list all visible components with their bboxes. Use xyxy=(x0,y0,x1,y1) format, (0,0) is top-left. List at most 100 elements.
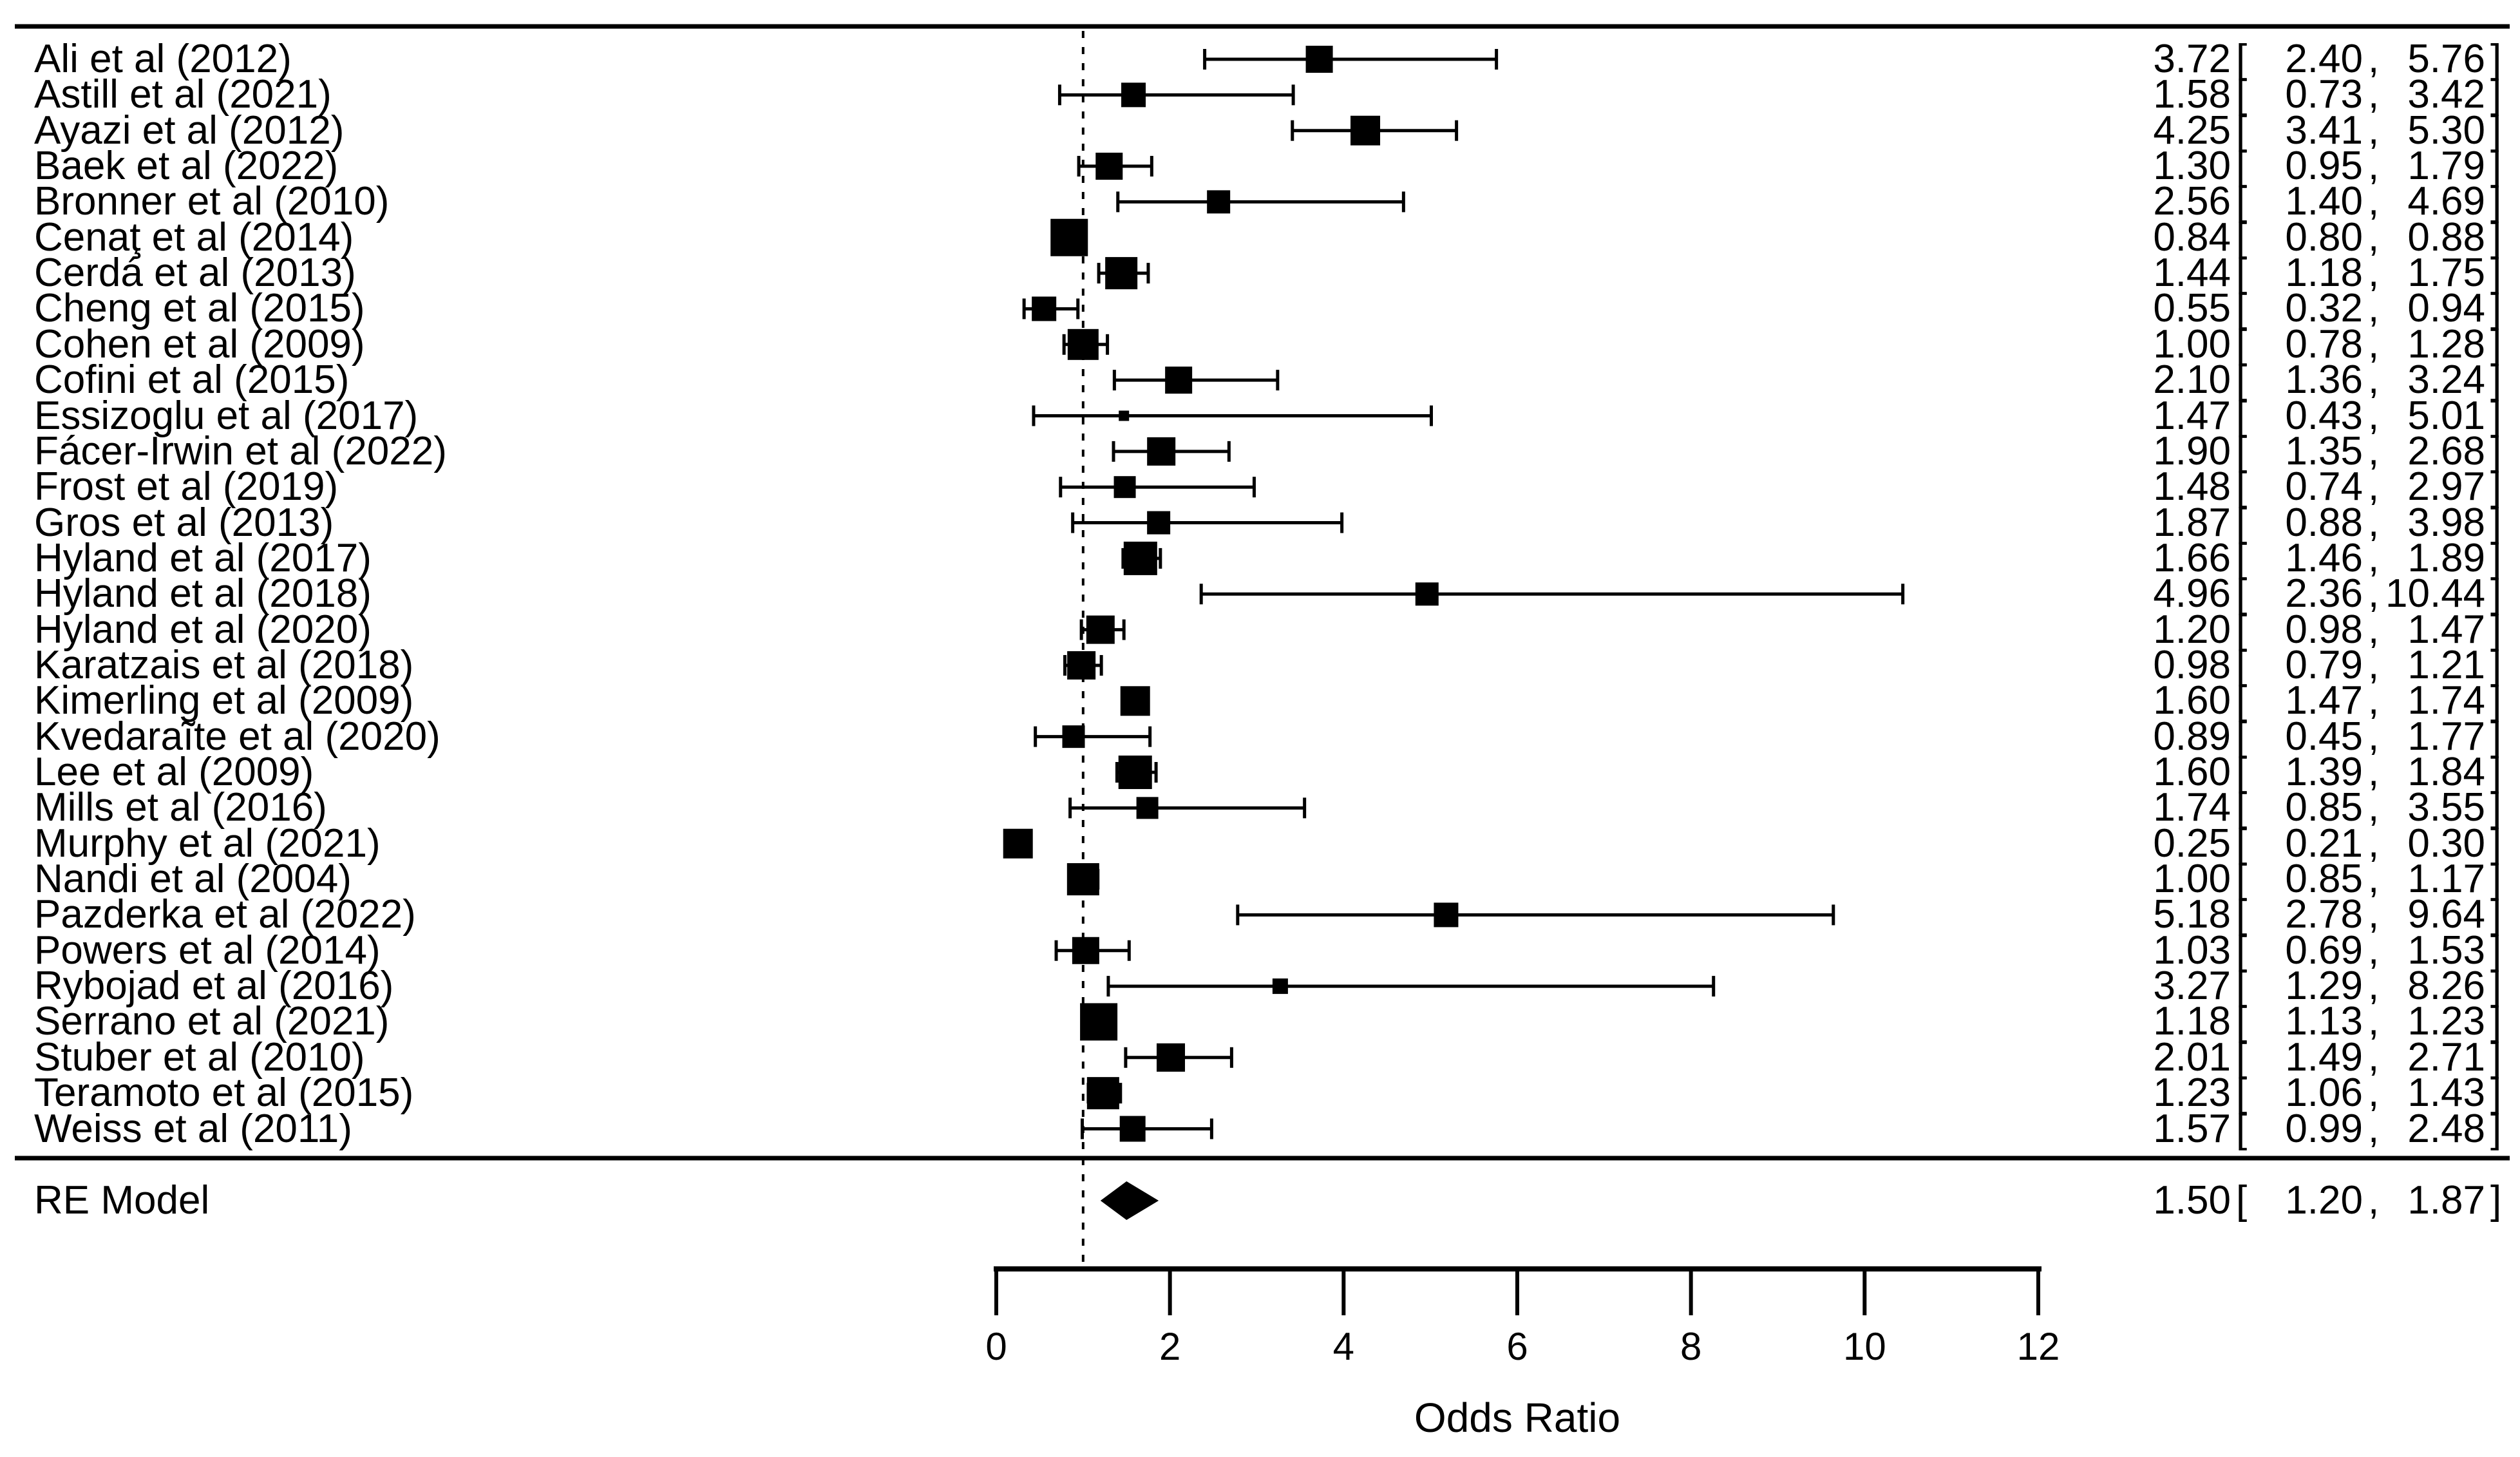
study-marker xyxy=(1120,686,1150,716)
study-marker xyxy=(1157,1043,1186,1072)
open-bracket: [ xyxy=(2236,857,2248,902)
comma: , xyxy=(2368,785,2380,830)
open-bracket: [ xyxy=(2236,357,2248,403)
study-label: Powers et al (2014) xyxy=(34,928,381,973)
annotation-ci-low: 0.74 xyxy=(2285,464,2363,509)
annotation-ci-high: 10.44 xyxy=(2385,571,2486,616)
x-axis-title: Odds Ratio xyxy=(1414,1395,1621,1441)
annotation-estimate: 1.23 xyxy=(2153,1071,2231,1116)
annotation-ci-low: 0.43 xyxy=(2285,393,2363,438)
study-marker xyxy=(1119,410,1130,421)
comma: , xyxy=(2368,571,2380,616)
annotation-estimate: 0.55 xyxy=(2153,286,2231,331)
annotation-ci-high: 1.21 xyxy=(2407,642,2485,687)
annotation-ci-low: 0.79 xyxy=(2285,642,2363,687)
open-bracket: [ xyxy=(2236,251,2248,296)
annotation-estimate: 1.90 xyxy=(2153,428,2231,473)
summary-diamond xyxy=(1100,1181,1159,1220)
annotation-ci-low: 2.36 xyxy=(2285,571,2363,616)
annotation-ci-low: 0.95 xyxy=(2285,144,2363,189)
open-bracket: [ xyxy=(2236,964,2248,1009)
annotation: 1.44[1.18, 1.75] xyxy=(2128,251,2510,296)
annotation-ci-high: 1.87 xyxy=(2407,1178,2485,1223)
annotation-estimate: 4.25 xyxy=(2153,108,2231,153)
annotation-estimate: 0.89 xyxy=(2153,714,2231,759)
annotation-ci-high: 1.23 xyxy=(2407,999,2485,1044)
annotation-ci-high: 5.30 xyxy=(2407,108,2485,153)
study-marker xyxy=(1123,541,1157,575)
study-marker xyxy=(1165,367,1193,394)
annotation-ci-high: 1.47 xyxy=(2407,607,2485,652)
close-bracket: ] xyxy=(2490,1178,2502,1223)
close-bracket: ] xyxy=(2490,571,2502,616)
study-label: Rybojad et al (2016) xyxy=(34,964,394,1009)
study-label: Cheng et al (2015) xyxy=(34,286,365,331)
study-label: Pazderka et al (2022) xyxy=(34,892,416,937)
annotation-ci-high: 3.24 xyxy=(2407,357,2485,403)
open-bracket: [ xyxy=(2236,108,2248,153)
annotation-estimate: 3.72 xyxy=(2153,37,2231,81)
open-bracket: [ xyxy=(2236,928,2248,973)
study-marker xyxy=(1086,1077,1119,1110)
open-bracket: [ xyxy=(2236,678,2248,723)
annotation-ci-high: 2.68 xyxy=(2407,428,2485,473)
study-label: Kimerling et al (2009) xyxy=(34,678,414,723)
annotation-estimate: 3.27 xyxy=(2153,964,2231,1009)
comma: , xyxy=(2368,214,2380,260)
annotation-ci-low: 0.99 xyxy=(2285,1106,2363,1151)
annotation-ci-low: 1.36 xyxy=(2285,357,2363,403)
close-bracket: ] xyxy=(2490,892,2502,937)
annotation-ci-low: 0.98 xyxy=(2285,607,2363,652)
open-bracket: [ xyxy=(2236,642,2248,687)
annotation-ci-high: 0.94 xyxy=(2407,286,2485,331)
comma: , xyxy=(2368,928,2380,973)
annotation-ci-low: 0.80 xyxy=(2285,214,2363,260)
comma: , xyxy=(2368,1071,2380,1116)
annotation-ci-high: 1.84 xyxy=(2407,750,2485,794)
annotation-ci-high: 0.88 xyxy=(2407,214,2485,260)
close-bracket: ] xyxy=(2490,286,2502,331)
study-marker xyxy=(1095,153,1123,180)
comma: , xyxy=(2368,321,2380,367)
annotation: 1.50[1.20, 1.87] xyxy=(2128,1178,2510,1223)
close-bracket: ] xyxy=(2490,428,2502,473)
close-bracket: ] xyxy=(2490,642,2502,687)
study-marker xyxy=(1305,46,1333,73)
annotation-ci-high: 2.97 xyxy=(2407,464,2485,509)
re-model-label: RE Model xyxy=(34,1178,210,1223)
annotation: 1.00[0.78, 1.28] xyxy=(2128,321,2510,367)
close-bracket: ] xyxy=(2490,464,2502,509)
annotation-ci-high: 1.77 xyxy=(2407,714,2485,759)
close-bracket: ] xyxy=(2490,964,2502,1009)
annotation: 1.18[1.13, 1.23] xyxy=(2128,999,2510,1044)
annotation-estimate: 0.84 xyxy=(2153,214,2231,260)
open-bracket: [ xyxy=(2236,1034,2248,1080)
study-marker xyxy=(1207,190,1231,214)
open-bracket: [ xyxy=(2236,999,2248,1044)
study-label: Baek et al (2022) xyxy=(34,144,339,189)
study-marker xyxy=(1067,329,1099,360)
close-bracket: ] xyxy=(2490,785,2502,830)
annotation-estimate: 1.47 xyxy=(2153,393,2231,438)
annotation-ci-high: 5.01 xyxy=(2407,393,2485,438)
open-bracket: [ xyxy=(2236,714,2248,759)
annotation-estimate: 1.60 xyxy=(2153,750,2231,794)
annotation: 2.10[1.36, 3.24] xyxy=(2128,357,2510,403)
annotation-estimate: 1.00 xyxy=(2153,321,2231,367)
annotation-ci-high: 0.30 xyxy=(2407,821,2485,866)
comma: , xyxy=(2368,393,2380,438)
annotation-ci-low: 0.69 xyxy=(2285,928,2363,973)
annotation: 4.25[3.41, 5.30] xyxy=(2128,108,2510,153)
open-bracket: [ xyxy=(2236,500,2248,545)
annotation-ci-high: 5.76 xyxy=(2407,37,2485,81)
close-bracket: ] xyxy=(2490,821,2502,866)
study-marker xyxy=(1050,218,1088,256)
comma: , xyxy=(2368,714,2380,759)
close-bracket: ] xyxy=(2490,1106,2502,1151)
annotation-estimate: 2.10 xyxy=(2153,357,2231,403)
annotation-ci-low: 2.40 xyxy=(2285,37,2363,81)
study-label: Essizoglu et al (2017) xyxy=(34,393,419,438)
annotation-estimate: 1.18 xyxy=(2153,999,2231,1044)
x-axis-tick-label: 10 xyxy=(1843,1325,1886,1368)
